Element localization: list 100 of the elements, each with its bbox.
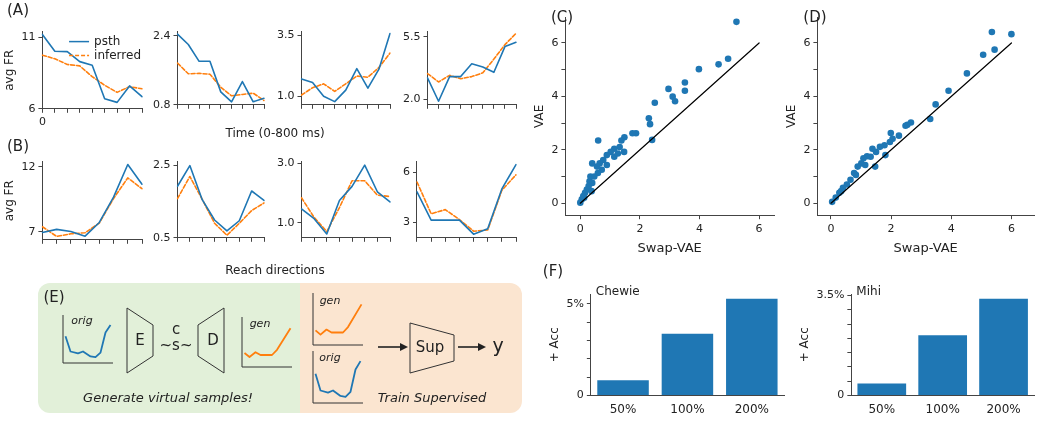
text: (B) [7, 137, 29, 155]
y-tick-label: 5% [566, 296, 584, 310]
point [591, 173, 598, 180]
x-tick-label: 100% [670, 401, 705, 416]
y-axis-title: + Acc [547, 327, 562, 363]
point [695, 65, 703, 73]
point [963, 70, 971, 77]
y-axis-title: + Acc [797, 327, 812, 363]
text: gen [249, 316, 271, 330]
point [861, 161, 869, 169]
bar [726, 298, 778, 396]
point [733, 18, 740, 26]
y-tick-label: 5.5 [402, 29, 421, 43]
text: (F) [542, 262, 564, 280]
y-axis-title: avg FR [2, 180, 17, 222]
x-tick-label: 200% [986, 401, 1021, 416]
y-tick-label: 6 [28, 101, 36, 115]
x-axis-title: Swap-VAE [893, 239, 958, 255]
text: orig [71, 313, 93, 327]
y-axis-title: VAE [532, 104, 547, 129]
text: gen [319, 293, 341, 307]
point [681, 87, 689, 95]
bar [979, 298, 1028, 396]
point [895, 132, 903, 139]
x-tick-label: 50% [609, 401, 637, 416]
x-tick-label: 4 [947, 221, 955, 235]
bar [918, 335, 968, 396]
y-tick-label: 7 [28, 224, 36, 238]
text: Train Supervised [377, 389, 487, 405]
text: orig [319, 350, 341, 364]
text: E [135, 331, 145, 349]
line-series [300, 52, 391, 96]
x-tick-label: 6 [755, 221, 763, 235]
x-tick-label: 2 [636, 221, 644, 235]
point [867, 153, 874, 161]
x-tick-label: 100% [925, 401, 960, 416]
y-tick-label: 2.5 [152, 158, 171, 172]
y-tick-label: 6 [403, 165, 410, 179]
y-tick-label: 1.0 [276, 215, 295, 229]
point [671, 97, 679, 105]
point [1008, 30, 1015, 38]
x-axis-title: Reach directions [225, 263, 325, 277]
legend-label: psth [94, 33, 121, 48]
y-tick-label: 0.5 [152, 230, 171, 244]
x-tick-label: 200% [734, 401, 769, 416]
y-tick-label: 3.5% [816, 288, 845, 302]
x-tick-label: 6 [1007, 221, 1015, 235]
y-axis-title: avg FR [2, 49, 17, 91]
text: D [207, 331, 219, 349]
point [603, 151, 611, 159]
legend-label: inferred [94, 47, 142, 62]
y-tick-label: 0 [551, 196, 559, 210]
y-tick-label: 2 [551, 142, 559, 156]
point [932, 101, 939, 108]
y-tick-label: 2.0 [402, 92, 421, 106]
point [681, 79, 689, 86]
bar [661, 333, 714, 396]
y-tick-label: 3.5 [276, 28, 295, 42]
y-tick-label: 6 [551, 35, 559, 49]
bar [857, 383, 907, 396]
text: Generate virtual samples! [83, 389, 253, 405]
chart-title: Mihi [856, 284, 881, 299]
point [854, 163, 862, 170]
y-tick-label: 4 [803, 89, 811, 103]
y-tick-label: 11 [21, 30, 36, 44]
point [620, 148, 628, 156]
point [618, 137, 625, 144]
point [665, 85, 672, 93]
point [869, 145, 876, 153]
y-tick-label: 6 [803, 35, 811, 49]
point [945, 87, 952, 95]
point [588, 160, 596, 167]
text: ~s~ [159, 336, 193, 354]
annotation: (D) [803, 8, 827, 26]
point [926, 115, 934, 123]
point [847, 176, 854, 183]
annotation: (C) [550, 8, 574, 26]
y-tick-label: 12 [21, 159, 36, 173]
line-series [426, 32, 517, 83]
point [651, 99, 659, 107]
point [646, 120, 654, 128]
text: (A) [7, 1, 29, 19]
y-tick-label: 1.0 [276, 89, 295, 103]
y-tick-label: 3.0 [276, 155, 295, 169]
point [715, 61, 722, 68]
point [988, 28, 996, 36]
y-tick-label: 0 [803, 196, 811, 210]
line-series [300, 179, 391, 233]
point [614, 150, 622, 157]
x-axis-title: Time (0-800 ms) [225, 126, 325, 140]
x-axis-title: Swap-VAE [637, 239, 702, 255]
point [603, 161, 611, 169]
point [629, 129, 636, 137]
point [876, 143, 884, 151]
x-tick-label: 2 [887, 221, 895, 235]
chart-title: Chewie [595, 284, 640, 299]
y-tick-label: 3 [403, 214, 410, 228]
line-series [416, 174, 517, 232]
text: Sup [415, 338, 445, 356]
y-tick-label: 0.8 [152, 97, 171, 111]
